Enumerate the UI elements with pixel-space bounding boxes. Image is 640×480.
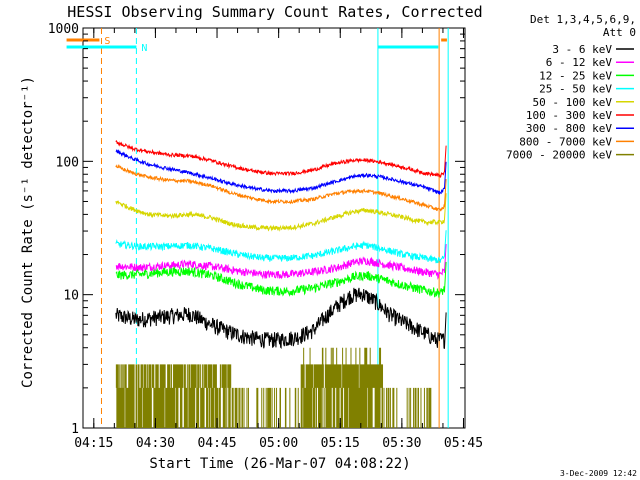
x-tick-label: 05:30 [382, 436, 421, 451]
legend-entry-label: 3 - 6 keV [552, 43, 612, 56]
chart-title: HESSI Observing Summary Count Rates, Cor… [67, 3, 482, 21]
plot-region: SN [66, 28, 449, 428]
series-line [115, 163, 447, 212]
legend-entry-label: 100 - 300 keV [526, 109, 612, 122]
low-energy-noise [115, 347, 432, 428]
x-tick-label: 04:15 [74, 436, 113, 451]
series-line [115, 230, 447, 264]
series-7000-20000-kev-noise [115, 347, 432, 428]
x-tick-label: 04:45 [197, 436, 236, 451]
x-tick-label: 05:00 [259, 436, 298, 451]
y-tick-label: 10 [63, 289, 79, 304]
series-line [115, 149, 447, 196]
series-line [115, 193, 447, 232]
series-line [115, 287, 447, 350]
x-axis-label: Start Time (26-Mar-07 04:08:22) [149, 456, 410, 472]
annotation-label-s: S [104, 36, 110, 47]
x-tick-label: 05:45 [444, 436, 483, 451]
series-group [115, 139, 447, 350]
y-tick-label: 1 [71, 422, 79, 437]
legend-entry-label: 6 - 12 keV [546, 56, 613, 69]
legend-entry-label: 50 - 100 keV [533, 96, 613, 109]
legend-header: Det 1,3,4,5,6,9, [530, 13, 636, 26]
series-line [115, 243, 447, 280]
annotation-group: SN [66, 28, 449, 428]
plot-frame [82, 27, 466, 429]
series-line [115, 261, 447, 298]
date-stamp: 3-Dec-2009 12:42 [560, 469, 637, 478]
legend-entry-label: 12 - 25 keV [539, 69, 612, 82]
legend-entry-label: 25 - 50 keV [539, 83, 612, 96]
legend-header: Att 0 [603, 26, 636, 39]
x-tick-label: 04:30 [136, 436, 175, 451]
legend-entry-label: 800 - 7000 keV [519, 135, 612, 148]
series-line [115, 139, 447, 178]
y-tick-label: 1000 [48, 22, 79, 37]
legend-entry-label: 7000 - 20000 keV [506, 149, 612, 162]
axes: 1 10 100 1000 04:15 04:30 04:45 05:00 05:15 05:30… [48, 22, 483, 451]
y-tick-label: 100 [56, 155, 79, 170]
y-axis-label: Corrected Count Rate (s⁻¹ detector⁻¹) [20, 76, 36, 388]
legend-entry-label: 300 - 800 keV [526, 122, 612, 135]
annotation-label-n: N [141, 43, 147, 54]
x-tick-label: 05:15 [321, 436, 360, 451]
